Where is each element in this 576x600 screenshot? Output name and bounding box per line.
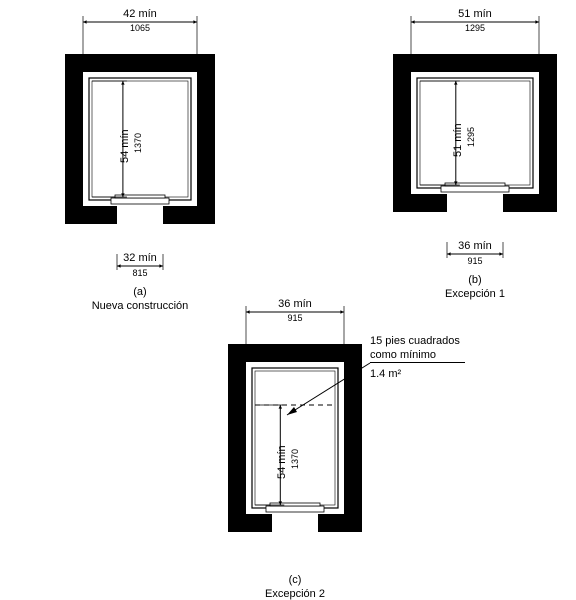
diagram-c: 36 mín 915 54 mín 1370 (c) Excepción 2 bbox=[200, 300, 390, 585]
top-dim-label-b: 51 mín bbox=[370, 8, 576, 20]
diagram-a: 42 mín 1065 32 mín 815 54 mín 1370 (a) N… bbox=[40, 10, 240, 275]
caption-letter-c: (c) bbox=[200, 574, 390, 586]
annotation-underline bbox=[370, 362, 465, 363]
depth-dim-sub-a: 1370 bbox=[133, 133, 143, 153]
annotation-line2: como mínimo bbox=[370, 349, 436, 361]
door-dim-label-b: 36 mín bbox=[370, 240, 576, 252]
caption-letter-b: (b) bbox=[370, 274, 576, 286]
top-dim-label-c: 36 mín bbox=[200, 298, 390, 310]
elevator-plan-c bbox=[200, 300, 390, 580]
depth-dim-label-c: 54 mín bbox=[276, 445, 288, 479]
annotation-line1: 15 pies cuadrados bbox=[370, 335, 460, 347]
top-dim-label-a: 42 mín bbox=[40, 8, 240, 20]
caption-letter-a: (a) bbox=[40, 286, 240, 298]
diagram-b: 51 mín 1295 36 mín 915 51 mín 1295 (b) E… bbox=[370, 10, 576, 265]
door-dim-sub-a: 815 bbox=[40, 268, 240, 278]
door-dim-label-a: 32 mín bbox=[40, 252, 240, 264]
caption-title-c: Excepción 2 bbox=[170, 588, 420, 600]
depth-dim-sub-b: 1295 bbox=[466, 127, 476, 147]
top-dim-sub-c: 915 bbox=[200, 313, 390, 323]
door-dim-sub-b: 915 bbox=[370, 256, 576, 266]
depth-dim-sub-c: 1370 bbox=[290, 449, 300, 469]
depth-dim-label-b: 51 mín bbox=[452, 123, 464, 157]
annotation-line3: 1.4 m² bbox=[370, 368, 401, 380]
depth-dim-label-a: 54 mín bbox=[119, 129, 131, 163]
top-dim-sub-b: 1295 bbox=[370, 23, 576, 33]
top-dim-sub-a: 1065 bbox=[40, 23, 240, 33]
